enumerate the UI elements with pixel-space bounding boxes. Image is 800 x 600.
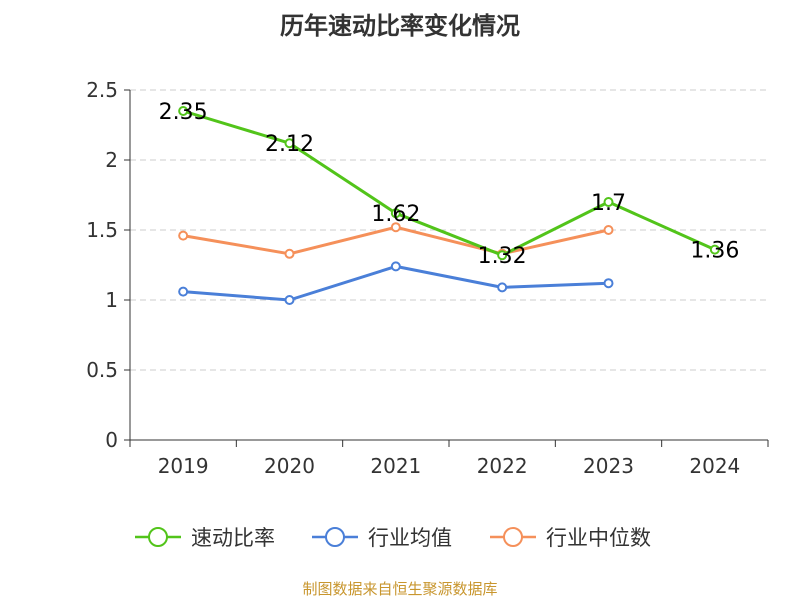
data-label: 1.7 xyxy=(591,191,626,216)
data-point xyxy=(178,230,189,241)
data-label: 1.32 xyxy=(478,244,527,269)
data-point xyxy=(709,244,720,255)
source-note: 制图数据来自恒生聚源数据库 xyxy=(302,580,498,598)
data-point xyxy=(603,278,614,289)
x-tick-label: 2022 xyxy=(477,454,528,478)
data-point xyxy=(284,138,295,149)
x-tick-label: 2024 xyxy=(689,454,740,478)
x-tick-label: 2019 xyxy=(158,454,209,478)
legend-label: 行业均值 xyxy=(368,526,452,550)
data-label: 1.62 xyxy=(371,202,420,227)
y-tick-label: 1.5 xyxy=(86,218,118,242)
legend-label: 行业中位数 xyxy=(546,526,651,550)
series-lines xyxy=(178,106,720,305)
chart-title: 历年速动比率变化情况 xyxy=(280,12,520,40)
y-tick-label: 0 xyxy=(105,428,118,452)
series-line xyxy=(183,264,609,302)
y-tick-label: 2 xyxy=(105,148,118,172)
series-line xyxy=(182,109,716,257)
data-point xyxy=(497,282,508,293)
x-tick-label: 2020 xyxy=(264,454,315,478)
axes: 0 0.5 1 1.5 2 2.5 2019 2020 2021 2022 2023 2024 xyxy=(86,78,769,478)
data-point xyxy=(284,295,295,305)
legend: 速动比率 行业均值 行业中位数 xyxy=(135,526,651,550)
data-label: 2.35 xyxy=(159,100,208,125)
data-point xyxy=(603,197,614,207)
data-point xyxy=(178,106,189,116)
legend-marker-circle xyxy=(148,527,168,547)
data-point xyxy=(390,222,401,233)
data-point xyxy=(178,286,189,297)
data-point xyxy=(390,208,401,219)
data-label: 2.12 xyxy=(265,132,314,157)
legend-marker-circle xyxy=(325,527,345,547)
data-point xyxy=(284,248,295,259)
x-tick-label: 2021 xyxy=(370,454,421,478)
grid-lines xyxy=(130,89,768,371)
y-tick-label: 2.5 xyxy=(86,78,118,102)
data-labels: 2.35 2.12 1.62 1.32 1.7 1.36 xyxy=(159,100,740,269)
data-point xyxy=(390,261,401,272)
x-tick-label: 2023 xyxy=(583,454,634,478)
y-tick-label: 0.5 xyxy=(86,358,118,382)
legend-label: 速动比率 xyxy=(191,526,275,550)
data-point xyxy=(497,250,508,261)
y-tick-label: 1 xyxy=(105,288,118,312)
data-point xyxy=(603,225,614,235)
data-label: 1.36 xyxy=(690,239,739,264)
legend-marker-circle xyxy=(503,527,523,547)
